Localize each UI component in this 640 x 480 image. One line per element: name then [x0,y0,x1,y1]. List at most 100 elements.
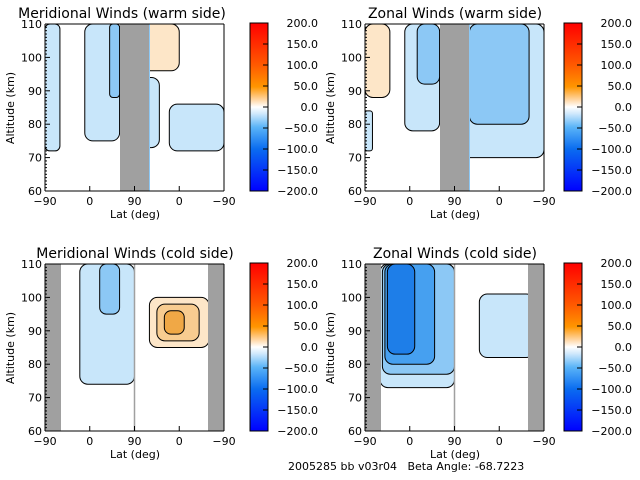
contour-region-pos3 [163,310,185,335]
colorbar-tick-label: −100.0 [591,143,632,156]
colorbar-tick-label: −200.0 [277,425,318,438]
x-tick-label: 0 [406,195,413,208]
y-tick-label: 110 [21,18,42,31]
colorbar-tick-label: 100.0 [601,299,633,312]
x-tick-label: 0 [406,435,413,448]
contour-region-pos1 [364,23,391,98]
x-tick-label: 90 [448,195,462,208]
contour-region-neg2 [109,23,121,98]
y-tick-label: 60 [348,425,362,438]
colorbar-tick-label: 200.0 [601,257,633,270]
x-tick-label: 0 [86,435,93,448]
colorbar-tick-label: −150.0 [591,164,632,177]
panel-title: Zonal Winds (cold side) [373,246,537,262]
y-tick-label: 60 [28,185,42,198]
y-tick-label: 90 [348,325,362,338]
x-tick-label: 0 [496,195,503,208]
y-tick-label: 60 [348,185,362,198]
colorbar-tick-label: −200.0 [591,185,632,198]
x-tick-label: 90 [128,195,142,208]
y-tick-label: 100 [341,291,362,304]
no-data-band-right [208,264,224,431]
x-axis-label: Lat (deg) [110,208,160,221]
contour-region-neg1 [478,293,535,359]
x-tick-label: −90 [33,435,56,448]
x-tick-label: 0 [176,195,183,208]
y-tick-label: 100 [21,51,42,64]
colorbar-tick-label: 0.0 [301,341,319,354]
y-tick-label: 70 [348,152,362,165]
colorbar-tick-label: 200.0 [287,257,319,270]
colorbar-tick-label: 100.0 [287,59,319,72]
panel-zonal-cold: Zonal Winds (cold side) Altitude (km) La… [324,246,632,461]
panel-title: Meridional Winds (cold side) [36,246,234,262]
colorbar-tick-label: −150.0 [277,164,318,177]
y-axis-label: Altitude (km) [324,72,337,144]
no-data-band [440,24,469,191]
y-tick-label: 60 [28,425,42,438]
no-data-band-right [528,264,544,431]
y-tick-label: 110 [341,258,362,271]
colorbar-tick-label: 150.0 [601,278,633,291]
colorbar-tick-label: 50.0 [608,320,633,333]
y-tick-label: 80 [348,358,362,371]
colorbar-tick-label: −200.0 [277,185,318,198]
colorbar-tick-label: −100.0 [277,383,318,396]
contour-region-neg2 [468,23,530,125]
y-tick-label: 90 [28,85,42,98]
panel-title: Meridional Winds (warm side) [18,6,226,22]
panel-zonal-warm: Zonal Winds (warm side) Altitude (km) La… [324,6,632,221]
x-tick-label: −90 [532,195,555,208]
y-tick-label: 80 [28,358,42,371]
colorbar-tick-label: −50.0 [598,362,632,375]
x-axis-label: Lat (deg) [430,208,480,221]
colorbar-tick-label: 200.0 [601,17,633,30]
no-data-band-left [365,264,381,431]
x-axis-label: Lat (deg) [430,448,480,461]
y-axis-label: Altitude (km) [4,72,17,144]
x-axis-label: Lat (deg) [110,448,160,461]
x-tick-label: 90 [448,435,462,448]
panel-meridional-warm: Meridional Winds (warm side) Altitude (k… [4,6,318,221]
x-tick-label: 90 [128,435,142,448]
colorbar-tick-label: −150.0 [591,404,632,417]
y-tick-label: 70 [348,392,362,405]
colorbar-tick-label: 100.0 [601,59,633,72]
contour-region-neg2 [99,263,121,315]
colorbar-tick-label: 0.0 [615,341,633,354]
x-tick-label: −90 [353,195,376,208]
x-tick-label: 0 [176,435,183,448]
colorbar-tick-label: −100.0 [277,143,318,156]
panel-title: Zonal Winds (warm side) [368,6,542,22]
x-tick-label: −90 [353,435,376,448]
colorbar-tick-label: 0.0 [615,101,633,114]
colorbar-tick-label: 150.0 [287,38,319,51]
y-axis-label: Altitude (km) [324,312,337,384]
colorbar-tick-label: −50.0 [284,122,318,135]
contour-region-neg4 [386,263,416,355]
x-tick-label: −90 [33,195,56,208]
x-tick-label: 0 [496,435,503,448]
colorbar-tick-label: 50.0 [294,80,319,93]
y-tick-label: 100 [21,291,42,304]
colorbar-tick-label: 50.0 [608,80,633,93]
colorbar-tick-label: 0.0 [301,101,319,114]
colorbar-tick-label: −200.0 [591,425,632,438]
y-tick-label: 70 [28,392,42,405]
contour-region-neg1 [44,23,61,152]
colorbar-tick-label: −150.0 [277,404,318,417]
no-data-band-left [45,264,61,431]
y-tick-label: 90 [28,325,42,338]
y-tick-label: 90 [348,85,362,98]
y-tick-label: 110 [341,18,362,31]
colorbar-tick-label: −100.0 [591,383,632,396]
x-tick-label: 0 [86,195,93,208]
y-tick-label: 70 [28,152,42,165]
colorbar-tick-label: 150.0 [601,38,633,51]
no-data-band [120,24,149,191]
x-tick-label: −90 [532,435,555,448]
y-tick-label: 110 [21,258,42,271]
x-tick-label: −90 [212,435,235,448]
x-tick-label: −90 [212,195,235,208]
